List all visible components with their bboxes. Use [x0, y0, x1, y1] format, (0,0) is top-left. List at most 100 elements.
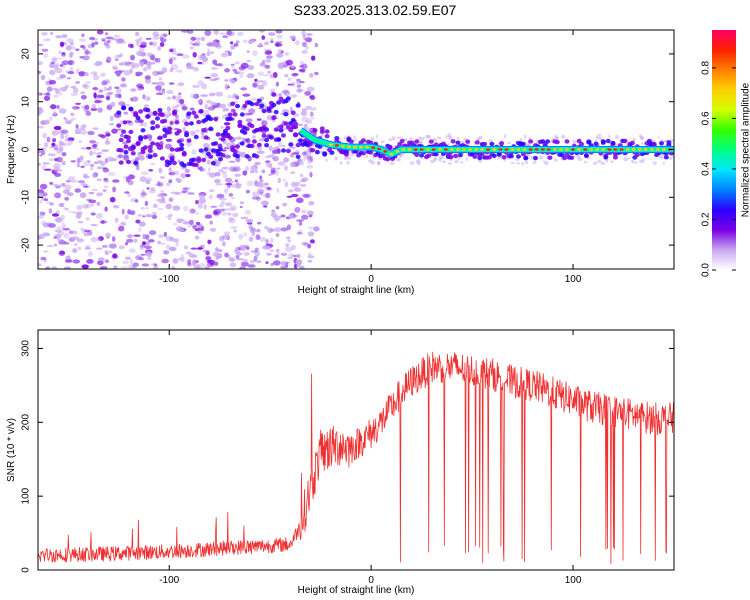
noise-cell [93, 92, 97, 99]
y-tick-label: 0 [21, 146, 32, 152]
noise-cell [243, 251, 250, 256]
noise-cell [87, 159, 91, 163]
ridge-peak [419, 148, 424, 151]
band-cell [603, 155, 609, 160]
noise-cell [63, 233, 70, 239]
noise-cell [168, 167, 172, 172]
noise-cell [38, 263, 42, 267]
noise-cell [309, 117, 315, 120]
noise-cell [98, 257, 105, 262]
noise-cell [44, 198, 49, 202]
noise-cell [41, 220, 47, 226]
noise-cell [155, 85, 162, 91]
noise-cell [82, 84, 87, 88]
noise-cell [169, 120, 174, 126]
noise-cell [256, 150, 265, 154]
noise-cell [192, 263, 200, 269]
noise-cell [116, 41, 120, 44]
noise-cell [91, 42, 95, 48]
noise-cell [242, 258, 249, 263]
ridge-peak [425, 148, 430, 151]
noise-cell [58, 50, 62, 55]
band-cell [138, 109, 144, 114]
band-cell [186, 111, 192, 116]
noise-cell [145, 207, 149, 210]
noise-cell [227, 94, 232, 99]
noise-cell [80, 147, 86, 150]
band-cell [176, 129, 182, 134]
snr-clip [38, 351, 674, 565]
noise-cell [283, 90, 291, 97]
noise-cell [236, 182, 240, 185]
noise-cell [48, 208, 53, 214]
noise-cell [43, 142, 49, 148]
band-cell [586, 140, 592, 145]
noise-cell [55, 57, 63, 60]
noise-cell [290, 171, 296, 174]
noise-cell [75, 80, 80, 84]
noise-cell [104, 250, 109, 256]
band-cell [634, 152, 640, 158]
noise-cell [92, 151, 96, 155]
noise-cell [157, 193, 165, 198]
noise-cell [456, 136, 460, 140]
noise-cell [209, 220, 213, 225]
noise-cell [246, 180, 254, 187]
noise-cell [177, 159, 181, 163]
noise-cell [163, 231, 167, 237]
noise-cell [68, 139, 73, 145]
band-cell [249, 123, 255, 129]
band-cell [249, 143, 255, 149]
noise-cell [304, 154, 309, 159]
band-cell [259, 103, 265, 108]
noise-cell [69, 180, 78, 183]
noise-cell [45, 119, 50, 125]
noise-cell [114, 86, 120, 89]
noise-cell [176, 218, 183, 223]
noise-cell [282, 202, 288, 207]
noise-cell [270, 37, 274, 42]
noise-cell [263, 182, 270, 186]
noise-cell [219, 32, 227, 35]
band-cell [237, 123, 243, 128]
noise-cell [113, 265, 118, 269]
noise-cell [74, 188, 82, 193]
noise-cell [367, 159, 373, 163]
noise-cell [101, 220, 105, 224]
noise-cell [166, 96, 172, 100]
noise-cell [301, 209, 307, 214]
noise-cell [101, 167, 107, 170]
noise-cell [204, 104, 208, 110]
noise-cell [243, 232, 248, 237]
noise-cell [121, 77, 126, 82]
band-cell [138, 135, 144, 140]
noise-cell [39, 211, 46, 216]
noise-cell [195, 129, 201, 133]
noise-cell [298, 68, 306, 72]
noise-cell [224, 79, 229, 82]
noise-cell [237, 71, 245, 75]
noise-cell [507, 141, 511, 144]
noise-cell [237, 31, 244, 36]
noise-cell [213, 30, 219, 35]
band-cell [147, 144, 153, 150]
band-cell [159, 156, 165, 161]
band-cell [622, 138, 628, 144]
band-cell [268, 135, 274, 140]
noise-cell [264, 51, 268, 55]
noise-cell [82, 55, 90, 61]
band-cell [329, 150, 335, 155]
noise-cell [101, 149, 110, 153]
noise-cell [55, 88, 60, 94]
noise-cell [94, 41, 99, 45]
band-cell [133, 111, 139, 116]
noise-cell [139, 246, 145, 250]
noise-cell [72, 87, 79, 94]
noise-cell [296, 78, 301, 82]
noise-cell [276, 52, 284, 58]
noise-cell [42, 192, 48, 197]
noise-cell [85, 110, 92, 116]
noise-cell [240, 62, 249, 69]
noise-cell [199, 166, 204, 172]
x-axis-label: Height of straight line (km) [298, 585, 415, 596]
